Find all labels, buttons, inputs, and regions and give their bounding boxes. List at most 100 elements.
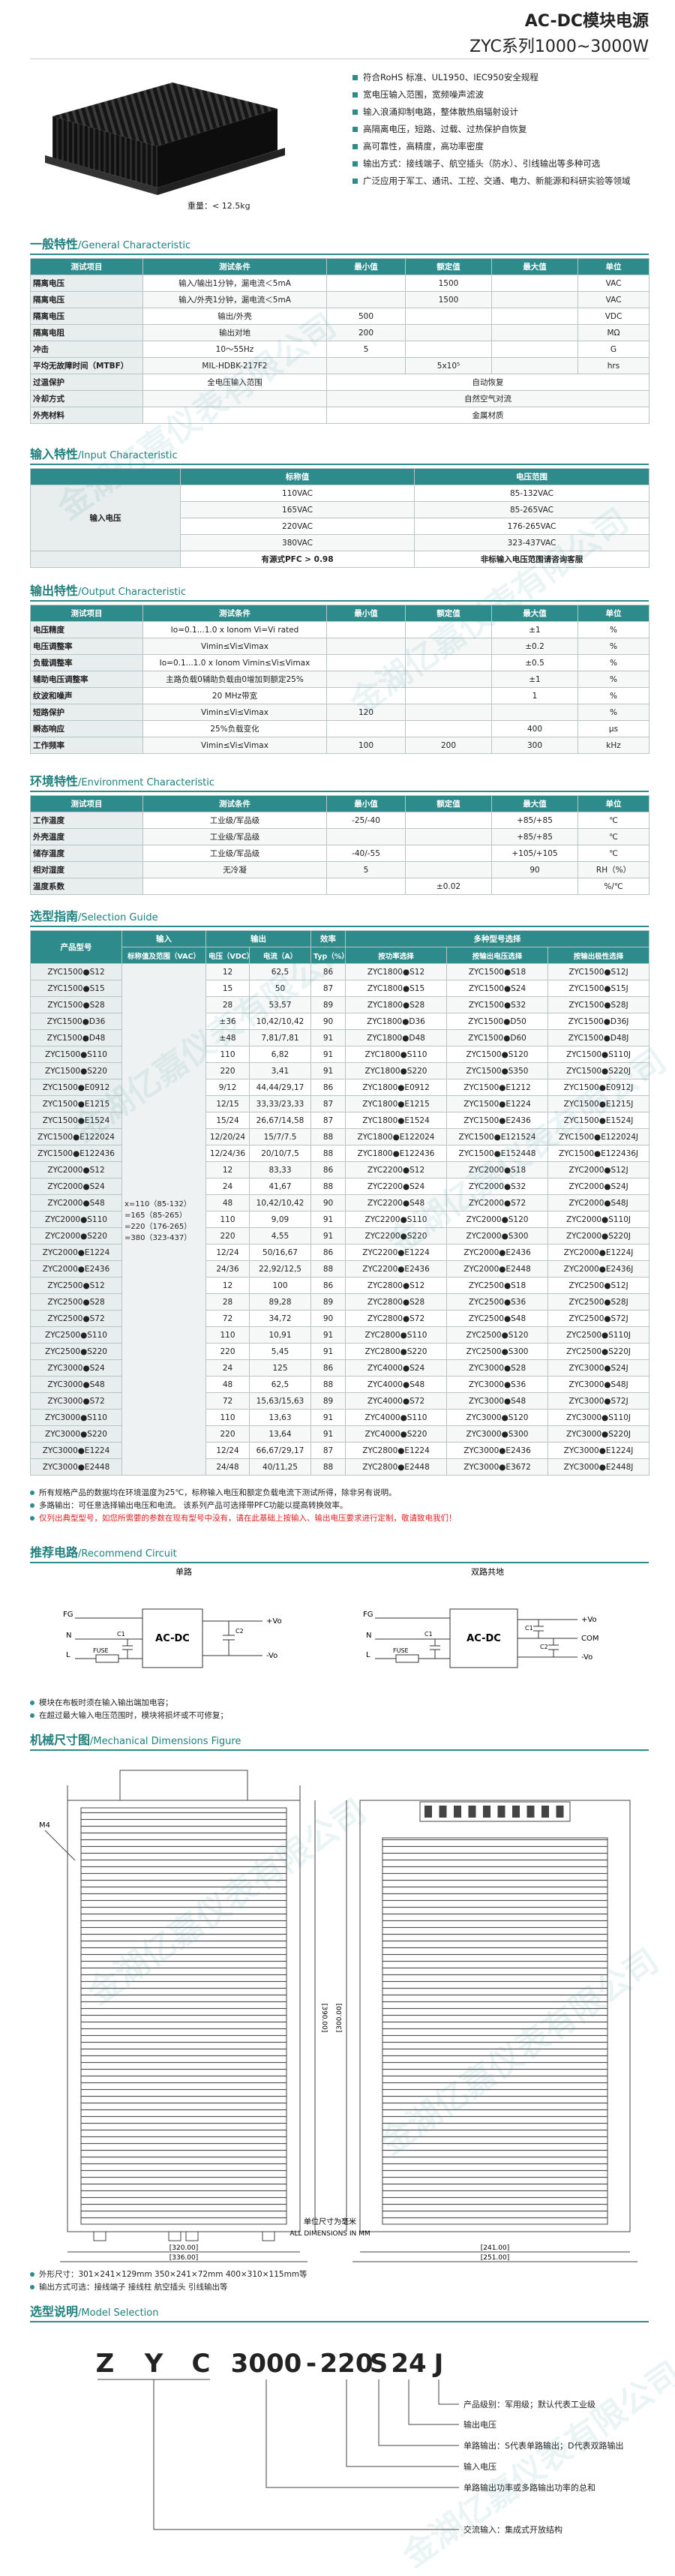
table-cell: 86 (310, 1079, 346, 1096)
table-row: 电压调整率 Vimin≤Vi≤Vimax ±0.2% (30, 638, 650, 655)
table-cell: ZYC2000●S24 (30, 1178, 122, 1195)
table-cell (326, 638, 406, 655)
table-cell: 91 (310, 1409, 346, 1426)
table-cell: ZYC2800●E2448 (345, 1458, 447, 1476)
drawing-g (424, 1806, 564, 1818)
column-header: 电压（VDC） (206, 947, 250, 964)
table-cell: 输入/外壳1分钟，漏电流＜5mA (142, 291, 327, 308)
table-row: 隔离电压 输入/输出1分钟，漏电流＜5mA 1500 VAC (30, 275, 650, 292)
table-cell: ZYC2800●E1224 (345, 1442, 447, 1459)
note-item: 所有规格产品的数据均在环境温度为25℃，标称输入电压和额定负载电流下测试所得，除… (30, 1487, 649, 1500)
note-item: 在超过最大输入电压范围时，模块将损坏或不可修复； (30, 1710, 649, 1722)
pin-label: COM (581, 1635, 598, 1643)
table-cell: ±0.2 (491, 638, 578, 655)
section-title-cn: 环境特性 (30, 774, 79, 788)
column-header: 输出 (206, 930, 311, 947)
table-cell: ZYC3000●S72J (547, 1392, 650, 1410)
table-row: 相对湿度 无冷凝 5 90 RH（%） (30, 861, 650, 878)
table-cell: ZYC2800●S110 (345, 1326, 447, 1344)
table-cell: ZYC1500●E122436J (547, 1145, 650, 1162)
note-item: 输出方式可选：接线端子 接线柱 航空插头 引线输出等 (30, 2281, 649, 2294)
section-title: 选型指南/Selection Guide (30, 908, 649, 927)
table-cell: ZYC1500●S28 (30, 996, 122, 1013)
table-row: ZYC3000●S48 48 62,5 88 ZYC4000●S48 ZYC3000●S3… (30, 1376, 650, 1393)
notes: 所有规格产品的数据均在环境温度为25℃，标称输入电压和额定负载电流下测试所得，除… (30, 1487, 649, 1525)
table-cell: ZYC1500●E2436 (446, 1112, 548, 1129)
table-cell: 6,82 (249, 1046, 311, 1063)
cap-label: C1 (525, 1625, 533, 1632)
row-label: 输入电压 (30, 485, 181, 551)
table-cell: 91 (310, 1211, 346, 1228)
table-cell: 50/16,67 (249, 1244, 311, 1261)
table-cell: VAC (578, 291, 650, 308)
table-cell: ZYC3000●S220 (30, 1425, 122, 1443)
table-cell: 工作温度 (30, 812, 143, 829)
table-row: 工作温度 工业级/军品级 -25/-40 +85/+85 ℃ (30, 812, 650, 829)
table-row: ZYC2000●S220 220 4,55 91 ZYC2200●S220 ZYC2000… (30, 1227, 650, 1244)
note-item: 模块在布板时须在输入输出端加电容； (30, 1697, 649, 1710)
table-cell: 10,91 (249, 1326, 311, 1344)
table-cell: 53,57 (249, 996, 311, 1013)
table-cell: 工业级/军品级 (142, 845, 327, 862)
terminal (526, 1806, 535, 1818)
note-text: 仅列出典型型号，如您所需要的参数在现有型号中没有，请在此基础上按输入、输出电压要… (39, 1514, 457, 1523)
table-cell: 10,42/10,42 (249, 1194, 311, 1211)
table-cell: ZYC1800●E1215 (345, 1095, 447, 1112)
table-cell: ZYC2500●S48 (446, 1310, 548, 1327)
input-range-cell: x=110（85-132） =165（85-265） =220（176-265） =3… (122, 963, 206, 1476)
table-cell: ZYC1500●S15J (547, 980, 650, 997)
table-cell: ZYC3000●E2436 (446, 1442, 548, 1459)
table-cell (326, 291, 406, 308)
section-title-cn: 机械尺寸图 (30, 1733, 91, 1747)
table-row: ZYC1500●D36 ±36 10,42/10,42 90 ZYC1800●D36 ZY… (30, 1013, 650, 1030)
table-cell: 工作频率 (30, 737, 143, 754)
drawing-rect (80, 1807, 287, 2225)
table-row: 220VAC 176-265VAC (31, 518, 650, 535)
section-title: 输入特性/Input Characteristic (30, 446, 649, 465)
mechanical-drawing: [320.00] [336.00] [390.00] [241.00] [251… (39, 1770, 638, 2262)
table-cell: 72 (206, 1392, 250, 1410)
leader-line (266, 2379, 459, 2488)
table-cell: 34,72 (249, 1310, 311, 1327)
title: AC-DC模块电源 (524, 12, 649, 31)
heatsink-top (52, 83, 278, 146)
table-cell: 短路保护 (30, 704, 143, 721)
column-header: 最小值 (326, 605, 406, 622)
leader-line (346, 2379, 459, 2467)
table-cell: ZYC1500●E1212 (446, 1079, 548, 1096)
note-text: 模块在布板时须在输入输出端加电容； (39, 1698, 173, 1707)
table-cell: ±1 (491, 671, 578, 688)
table-cell: 26,67/14,58 (249, 1112, 311, 1129)
input-range: =380（323-437） (124, 1233, 192, 1242)
section-title-en: /Input Characteristic (78, 450, 178, 461)
table-cell: 20 MHz带宽 (142, 687, 327, 704)
table-cell: 15,63/15,63 (249, 1392, 311, 1410)
table-cell: 储存温度 (30, 845, 143, 862)
table-cell: 13,63 (249, 1409, 311, 1426)
circuit-label: 单路 (176, 1567, 192, 1577)
table-cell: 隔离电压 (30, 308, 143, 325)
section-title-en: /Mechanical Dimensions Figure (90, 1736, 242, 1747)
table-cell: 89 (310, 1392, 346, 1410)
table-cell: 24/36 (206, 1260, 250, 1277)
table-cell: ZYC2000●E1224J (547, 1244, 650, 1261)
table-cell: MΩ (578, 324, 650, 341)
table-cell: 1500 (405, 275, 492, 292)
table-row: 隔离电阻 输出对地 200 MΩ (30, 324, 650, 341)
dimension-label: [300.00] (336, 2004, 344, 2033)
table-cell: ZYC2000●S18 (446, 1161, 548, 1178)
terminal (542, 1806, 549, 1818)
table-cell: ZYC2200●S12 (345, 1161, 447, 1178)
column-header: 最大值 (491, 605, 578, 622)
table-row: 负载调整率 Io=0.1...1.0 x Ionom Vimin≤Vi≤Vimax… (30, 654, 650, 671)
table-cell: 平均无故障时间（MTBF） (30, 357, 143, 374)
note-item: 仅列出典型型号，如您所需要的参数在现有型号中没有，请在此基础上按输入、输出电压要… (30, 1512, 649, 1525)
header-row: 测试项目 测试条件 最小值 额定值 最大值 单位 (30, 605, 650, 622)
table-cell (491, 324, 578, 341)
column-header: 按输出极性选择 (547, 947, 650, 964)
terminal (512, 1806, 520, 1818)
table-cell: ZYC3000●E2448 (30, 1458, 122, 1476)
column-header: 标称值及范围（VAC） (122, 947, 206, 964)
table-cell: 48 (206, 1194, 250, 1211)
